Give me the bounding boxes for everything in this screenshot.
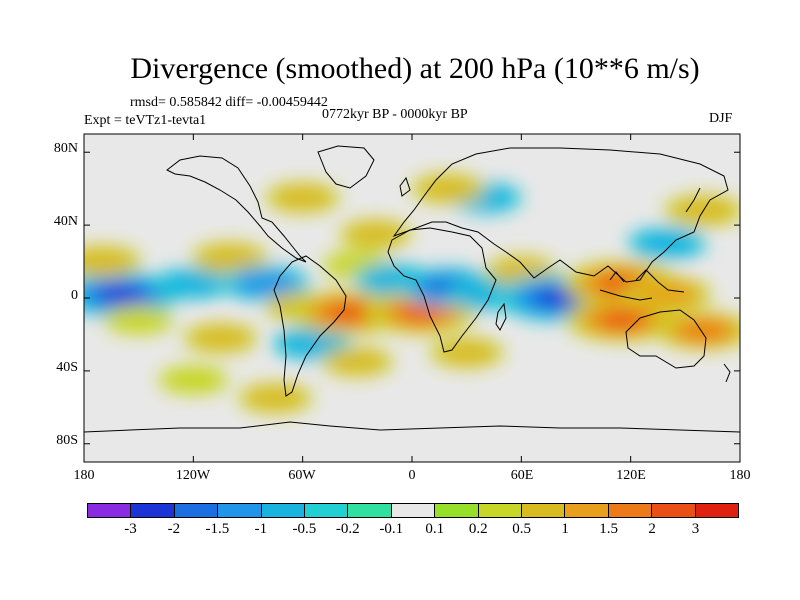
colorbar-label: -0.1 xyxy=(379,521,404,537)
lat-tick-label: 40N xyxy=(53,214,78,229)
anomaly-contour xyxy=(98,286,143,303)
anomaly-contour xyxy=(345,221,406,247)
coastlines xyxy=(84,145,740,433)
colorbar-swatch xyxy=(131,504,175,517)
colorbar-label: -0.2 xyxy=(335,521,360,537)
colorbar-label: -3 xyxy=(124,521,137,537)
greenland-coast xyxy=(317,145,375,189)
colorbar-swatch xyxy=(652,504,696,517)
anomaly-contour xyxy=(636,282,698,307)
australia-coast xyxy=(625,309,707,369)
lon-tick-label: 60E xyxy=(510,468,534,483)
colorbar-label: 0.5 xyxy=(512,521,532,537)
anomaly-contour xyxy=(197,244,263,272)
anomaly-contour xyxy=(601,312,642,328)
anomaly-contour xyxy=(189,325,252,352)
colorbar-label: -2 xyxy=(167,521,181,537)
colorbar-label: -1 xyxy=(254,521,268,537)
anomaly-contour xyxy=(327,349,388,375)
colorbar-label: -0.5 xyxy=(292,521,317,537)
north-america-coast xyxy=(166,155,307,263)
colorbar-label: 1.5 xyxy=(599,521,618,537)
colorbar-swatch xyxy=(695,504,739,517)
anomaly-contour xyxy=(435,339,498,366)
anomaly-contour xyxy=(158,365,229,395)
anomaly-contour xyxy=(271,184,334,211)
lat-tick-label: 80S xyxy=(56,433,78,448)
lon-tick-label: 120E xyxy=(616,468,646,483)
colorbar-swatch xyxy=(608,504,653,517)
uk-coast xyxy=(399,176,411,197)
colorbar-label: 3 xyxy=(691,521,700,537)
colorbar-label: 0.1 xyxy=(425,521,445,537)
south-america-coast xyxy=(273,255,347,397)
lat-tick-label: 40S xyxy=(56,360,78,375)
colorbar xyxy=(87,503,739,518)
antarctica-coast xyxy=(84,421,740,433)
anomaly-contour xyxy=(678,320,729,341)
colorbar-swatch xyxy=(478,504,523,517)
lon-tick-label: 0 xyxy=(408,468,416,483)
anomaly-contour xyxy=(161,270,226,297)
anomaly-contour xyxy=(327,304,369,321)
anomaly-contour xyxy=(236,271,297,296)
colorbar-swatch xyxy=(218,504,262,517)
colorbar-swatch xyxy=(174,504,219,517)
colorbar-label: -1.5 xyxy=(205,521,230,537)
anomaly-contour xyxy=(401,304,441,321)
africa-coast xyxy=(387,227,497,353)
colorbar-swatch xyxy=(565,504,609,517)
lon-tick-label: 180 xyxy=(729,468,751,483)
colorbar-swatch xyxy=(261,504,306,517)
new-zealand-coast xyxy=(723,363,731,383)
lon-tick-label: 180 xyxy=(73,468,95,483)
anomaly-contour xyxy=(103,305,174,335)
colorbar-swatch xyxy=(522,504,566,517)
experiment-label: Expt = teVTz1-tevta1 xyxy=(84,113,207,128)
anomaly-contour xyxy=(278,329,346,358)
madagascar-coast xyxy=(495,302,507,331)
colorbar-swatch xyxy=(305,504,349,517)
map-title: Divergence (smoothed) at 200 hPa (10**6 … xyxy=(130,52,700,85)
colorbar-swatch xyxy=(391,504,436,517)
japan-coast xyxy=(685,187,701,213)
anomaly-contour xyxy=(244,385,307,412)
anomaly-contour xyxy=(535,289,580,307)
colorbar-swatch xyxy=(435,504,479,517)
colorbar-label: 2 xyxy=(648,521,656,537)
colorbar-label: 1 xyxy=(561,521,569,537)
lat-tick-label: 0 xyxy=(71,288,78,303)
stats-label: rmsd= 0.585842 diff= -0.00459442 xyxy=(130,95,328,110)
period-label: 0772kyr BP - 0000kyr BP xyxy=(322,107,468,122)
colorbar-swatch xyxy=(88,504,132,517)
anomaly-contour xyxy=(417,175,480,202)
indonesia-coast xyxy=(599,269,685,301)
anomaly-contour xyxy=(84,247,136,276)
eurasia-coast xyxy=(392,147,729,283)
colorbar-swatch xyxy=(348,504,392,517)
colorbar-label: 0.2 xyxy=(468,521,488,537)
lat-tick-label: 80N xyxy=(53,141,78,156)
lon-tick-label: 120W xyxy=(175,468,211,483)
season-label: DJF xyxy=(709,111,733,126)
lon-tick-label: 60W xyxy=(288,468,316,483)
